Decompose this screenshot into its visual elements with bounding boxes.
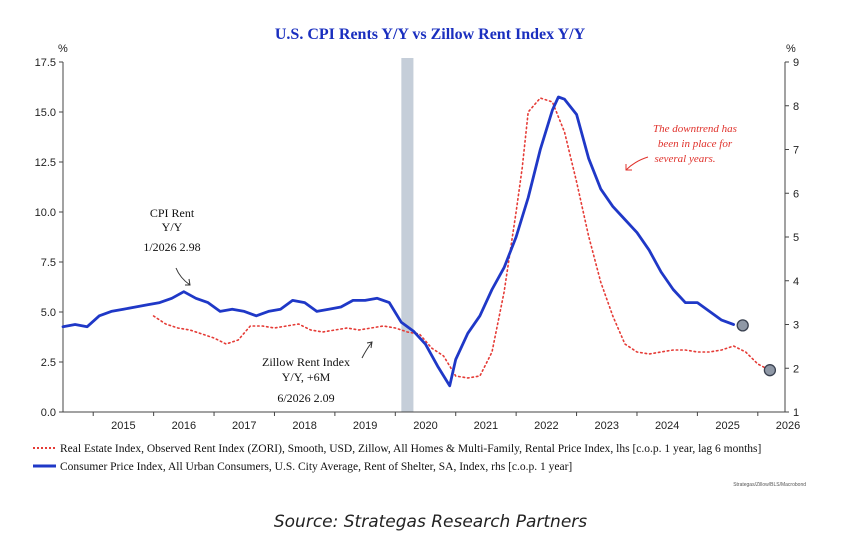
right-tick-label: 6	[793, 188, 799, 200]
left-tick-label: 7.5	[41, 257, 56, 269]
legend-label-zillow: Real Estate Index, Observed Rent Index (…	[60, 443, 761, 455]
x-tick-label: 2024	[655, 420, 679, 432]
right-axis-unit: %	[786, 43, 796, 55]
cpi-annotation: CPI Rent Y/Y 1/2026 2.98	[143, 206, 201, 286]
x-tick-label: 2019	[353, 420, 377, 432]
x-tick-label: 2026	[776, 420, 800, 432]
x-tick-label: 2016	[172, 420, 196, 432]
left-tick-label: 15.0	[35, 107, 56, 119]
cpi-annotation-line-3: 1/2026 2.98	[143, 240, 200, 254]
x-tick-label: 2020	[413, 420, 437, 432]
x-tick-label: 2025	[715, 420, 739, 432]
downtrend-annotation-line-2: been in place for	[658, 138, 733, 150]
right-tick-label: 8	[793, 101, 799, 113]
left-tick-label: 10.0	[35, 207, 56, 219]
x-tick-label: 2017	[232, 420, 256, 432]
recession-shading	[401, 58, 414, 412]
right-tick-label: 7	[793, 145, 799, 157]
left-axis-unit: %	[58, 43, 68, 55]
series-layer	[61, 95, 777, 388]
downtrend-annotation-line-1: The downtrend has	[653, 123, 737, 135]
source-note: Strategas/Zillow/BLS/Macrobond	[733, 482, 806, 488]
x-tick-label: 2015	[111, 420, 135, 432]
downtrend-annotation-arrow	[625, 156, 649, 171]
zillow-end-marker	[763, 364, 777, 377]
zillow-annotation-line-3: 6/2026 2.09	[277, 391, 334, 405]
left-tick-label: 12.5	[35, 157, 56, 169]
left-axis-ticks: 0.0 2.5 5.0 7.5 10.0 12.5 15.0 17.5	[35, 57, 63, 419]
left-tick-label: 5.0	[41, 307, 56, 319]
right-tick-label: 3	[793, 320, 799, 332]
x-tick-label: 2022	[534, 420, 558, 432]
figure-caption: Source: Strategas Research Partners	[273, 512, 588, 532]
zillow-annotation-line-1: Zillow Rent Index	[262, 355, 350, 369]
downtrend-annotation: The downtrend has been in place for seve…	[625, 123, 737, 171]
cpi-end-marker	[736, 319, 749, 332]
left-tick-label: 17.5	[35, 57, 56, 69]
right-tick-label: 9	[793, 57, 799, 69]
zillow-rent-series-line	[152, 97, 771, 379]
cpi-rent-series-line	[61, 95, 735, 388]
legend: Real Estate Index, Observed Rent Index (…	[33, 443, 761, 473]
left-tick-label: 2.5	[41, 357, 56, 369]
chart-figure: U.S. CPI Rents Y/Y vs Zillow Rent Index …	[33, 26, 806, 488]
legend-label-cpi: Consumer Price Index, All Urban Consumer…	[60, 461, 572, 473]
chart-title: U.S. CPI Rents Y/Y vs Zillow Rent Index …	[275, 26, 586, 43]
cpi-annotation-line-2: Y/Y	[162, 220, 183, 234]
zillow-annotation-line-2: Y/Y, +6M	[282, 370, 331, 384]
cpi-annotation-arrow	[175, 267, 191, 286]
right-axis-ticks: 1 2 3 4 5 6 7 8 9	[785, 57, 799, 419]
right-tick-label: 2	[793, 363, 799, 375]
right-tick-label: 4	[793, 276, 799, 288]
x-tick-label: 2021	[474, 420, 498, 432]
right-tick-label: 5	[793, 232, 799, 244]
x-axis-ticks: 2015 2016 2017 2018 2019 2020 2021 2022 2023 2024…	[92, 412, 800, 432]
right-tick-label: 1	[793, 407, 799, 419]
downtrend-annotation-line-3: several years.	[654, 153, 715, 165]
zillow-annotation-arrow	[361, 341, 373, 359]
x-tick-label: 2023	[595, 420, 619, 432]
cpi-annotation-line-1: CPI Rent	[150, 206, 195, 220]
zillow-annotation: Zillow Rent Index Y/Y, +6M 6/2026 2.09	[262, 341, 373, 405]
x-tick-label: 2018	[292, 420, 316, 432]
left-tick-label: 0.0	[41, 407, 56, 419]
